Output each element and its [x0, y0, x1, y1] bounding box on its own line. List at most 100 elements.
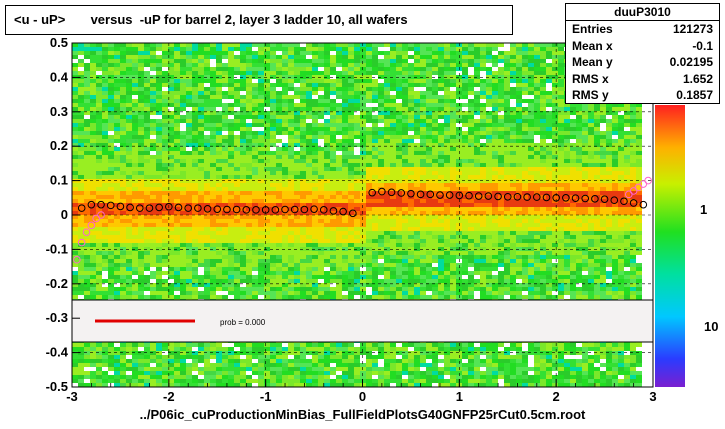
data-point — [465, 191, 473, 200]
data-point — [281, 205, 289, 214]
y-tick-label: 0.1 — [50, 173, 68, 188]
data-point — [310, 205, 318, 213]
x-tick-label: -1 — [260, 389, 272, 404]
data-point — [300, 205, 309, 214]
x-tick-label: 2 — [553, 389, 560, 404]
legend-text: prob = 0.000 — [220, 318, 266, 327]
colorbar-label-10: 10 — [704, 319, 718, 334]
data-point — [513, 192, 522, 201]
grid — [72, 43, 653, 387]
data-point — [436, 191, 444, 199]
y-tick-label: 0.2 — [50, 138, 68, 153]
stats-label: Mean y — [572, 55, 613, 69]
stats-name: duuP3010 — [566, 4, 719, 21]
data-point — [542, 193, 551, 202]
data-point — [387, 188, 396, 197]
stats-box: duuP3010 Entries 121273 Mean x -0.1 Mean y… — [565, 3, 720, 104]
data-point — [416, 190, 425, 199]
colorbar-gradient — [655, 105, 685, 387]
y-tick-label: -0.2 — [46, 276, 68, 291]
data-point-pink — [87, 221, 96, 230]
x-tick-label: 3 — [649, 389, 656, 404]
x-tick-label: 0 — [359, 389, 366, 404]
footer-filename: ../P06ic_cuProductionMinBias_FullFieldPl… — [139, 407, 586, 422]
stats-value: 1.652 — [682, 71, 713, 86]
stats-label: Entries — [572, 22, 613, 36]
data-point — [319, 206, 328, 214]
stats-value: 121273 — [672, 22, 713, 36]
x-tick-label: -3 — [66, 389, 78, 404]
y-tick-label: -0.3 — [46, 310, 68, 325]
stats-label: RMS y — [572, 88, 609, 102]
stats-row-mean-y: Mean y 0.02195 — [566, 54, 719, 71]
data-point-pink — [82, 228, 91, 236]
data-point — [407, 189, 415, 198]
data-point-pink — [644, 176, 652, 185]
stats-row-entries: Entries 121273 — [566, 21, 719, 38]
heatmap — [72, 43, 642, 387]
data-point — [252, 206, 260, 214]
data-point-pink — [77, 238, 86, 247]
y-tick-label: -0.5 — [46, 379, 68, 394]
data-point — [339, 207, 347, 216]
data-point — [261, 206, 270, 214]
x-tick-label: 1 — [456, 389, 463, 404]
fit-legend: prob = 0.000 — [71, 299, 654, 343]
data-point — [533, 193, 541, 201]
data-point — [242, 206, 251, 214]
x-axis: -3 -2 -1 0 1 2 3 — [66, 379, 657, 404]
stats-value: -0.1 — [692, 38, 713, 53]
x-tick-label: -2 — [163, 389, 175, 404]
stats-row-mean-x: Mean x -0.1 — [566, 38, 719, 55]
data-point — [135, 204, 144, 212]
data-point — [213, 205, 222, 213]
stats-row-rms-y: RMS y 0.1857 — [566, 87, 719, 104]
data-point-pink — [73, 255, 81, 264]
data-point — [552, 194, 560, 202]
data-point-pink — [97, 211, 105, 219]
y-tick-label: 0 — [61, 207, 68, 222]
data-point — [184, 204, 192, 212]
data-point — [474, 192, 483, 200]
data-point — [97, 200, 105, 209]
data-point — [87, 200, 96, 209]
data-point — [126, 203, 134, 212]
data-point — [145, 204, 154, 212]
data-point — [426, 190, 435, 199]
y-tick-label: -0.1 — [46, 241, 68, 256]
data-point — [503, 192, 512, 201]
y-tick-label: -0.4 — [46, 345, 69, 360]
stats-label: RMS x — [572, 71, 609, 86]
data-point — [581, 194, 590, 203]
data-point — [174, 203, 183, 212]
data-point — [223, 205, 231, 214]
data-point — [484, 192, 493, 200]
data-point — [562, 194, 570, 202]
data-point — [106, 201, 115, 210]
data-point — [290, 205, 299, 214]
data-point — [232, 205, 241, 214]
colorbar: 1 10 — [655, 105, 718, 387]
data-point — [116, 202, 125, 211]
chart-title: <u - uP> versus -uP for barrel 2, layer … — [5, 5, 513, 35]
y-tick-label: 0.4 — [50, 69, 69, 84]
stats-row-rms-x: RMS x 1.652 — [566, 71, 719, 88]
data-point — [639, 200, 648, 209]
data-point — [271, 206, 280, 214]
data-point — [397, 189, 406, 197]
y-axis: -0.5 -0.4 -0.3 -0.2 -0.1 0 0.1 0.2 0.3 0.4 0.5 — [46, 35, 80, 394]
data-point — [378, 187, 386, 196]
y-tick-label: 0.5 — [50, 35, 68, 50]
data-point — [600, 195, 609, 203]
stats-value: 0.02195 — [669, 55, 713, 69]
data-point — [571, 194, 580, 202]
data-point — [629, 199, 638, 207]
data-point — [194, 204, 202, 212]
data-point — [349, 209, 357, 218]
data-point — [368, 188, 376, 197]
data-point — [77, 204, 86, 212]
y-tick-label: 0.3 — [50, 104, 68, 119]
data-point — [165, 202, 173, 211]
stats-label: Mean x — [572, 38, 613, 53]
data-point — [445, 191, 454, 199]
